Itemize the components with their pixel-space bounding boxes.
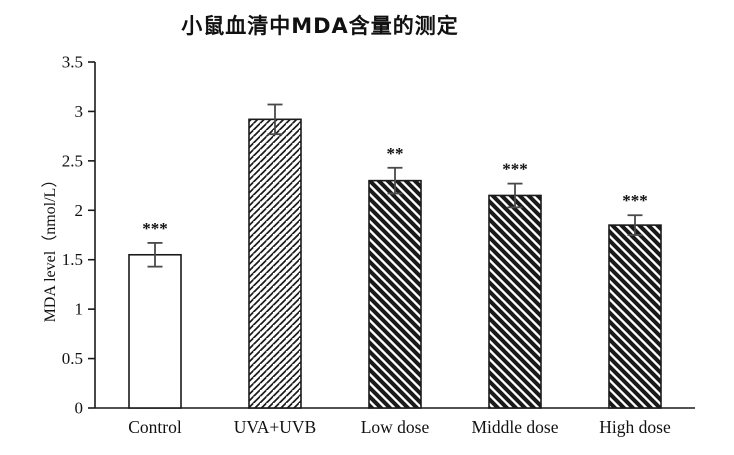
- chart-axis-tick-labels: 0 0.5 1 1.5 2 2.5 3 3.5 *** Control UVA+UVB ** Low d…: [62, 53, 671, 438]
- significance-annotation: ***: [622, 191, 648, 210]
- significance-annotation: **: [387, 144, 404, 163]
- bar-high-dose: [608, 224, 662, 409]
- y-tick-label: 1.5: [62, 250, 83, 269]
- significance-annotation: ***: [142, 219, 168, 238]
- x-category-label: Low dose: [361, 417, 430, 437]
- y-tick-label: 1: [75, 300, 84, 319]
- y-tick-label: 0: [75, 399, 84, 418]
- bar-middle-dose: [488, 194, 542, 409]
- significance-annotation: ***: [502, 160, 528, 179]
- bar-control: [128, 253, 182, 409]
- bar-uva-uvb: [248, 118, 302, 409]
- chart-bars: [128, 103, 662, 409]
- y-tick-label: 0.5: [62, 349, 83, 368]
- x-category-label: Middle dose: [471, 417, 558, 437]
- chart-title: 小鼠血清中MDA含量的测定: [181, 14, 459, 38]
- y-tick-label: 2: [75, 201, 84, 220]
- bar-low-dose: [368, 179, 422, 409]
- y-tick-label: 3.5: [62, 53, 83, 72]
- x-category-label: UVA+UVB: [234, 417, 316, 437]
- y-tick-label: 3: [75, 102, 84, 121]
- x-category-label: High dose: [599, 417, 671, 437]
- x-category-label: Control: [128, 417, 182, 437]
- y-tick-label: 2.5: [62, 151, 83, 170]
